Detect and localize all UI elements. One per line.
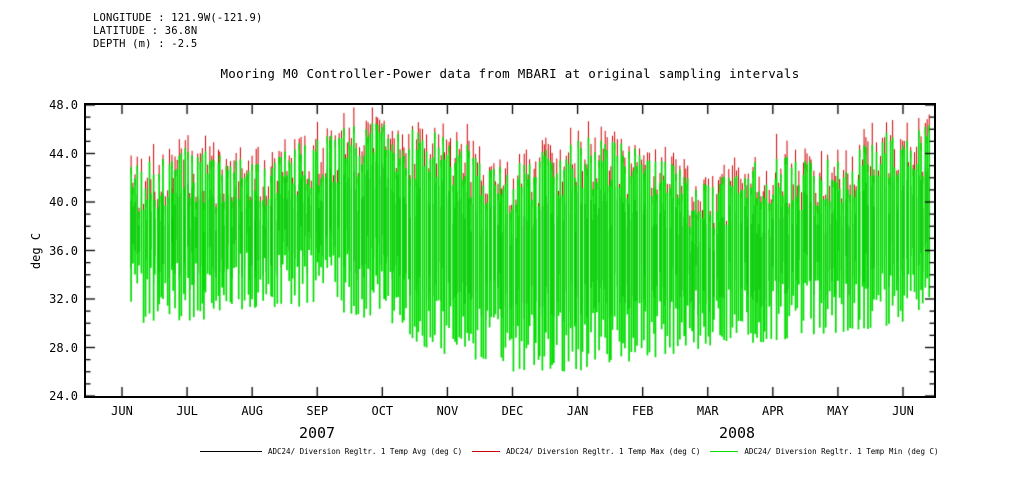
legend-line-avg — [200, 451, 262, 452]
year-label-2007: 2007 — [298, 424, 336, 442]
legend-line-max — [472, 451, 501, 452]
legend-label-min: ADC24/ Diversion Regltr. 1 Temp Min (deg… — [744, 447, 939, 456]
year-label-2008: 2008 — [718, 424, 756, 442]
legend-label-max: ADC24/ Diversion Regltr. 1 Temp Max (deg… — [506, 447, 701, 456]
x-tick-label: JUN — [892, 404, 914, 418]
x-tick-label: APR — [761, 404, 784, 418]
x-tick-label: MAY — [827, 404, 849, 418]
x-tick-label: JAN — [566, 404, 589, 418]
chart-canvas — [86, 105, 934, 396]
header-latitude: LATITUDE : 36.8N — [93, 25, 198, 37]
legend-entry-max: ADC24/ Diversion Regltr. 1 Temp Max (deg… — [472, 447, 700, 456]
y-tick-label: 40.0 — [49, 195, 78, 209]
x-tick-label: JUN — [111, 404, 133, 418]
y-tick-label: 24.0 — [49, 389, 78, 403]
x-tick-label: DEC — [501, 404, 524, 418]
y-tick-label: 44.0 — [49, 146, 78, 161]
x-tick-label: OCT — [371, 404, 394, 418]
legend-entry-avg: ADC24/ Diversion Regltr. 1 Temp Avg (deg… — [200, 447, 462, 456]
legend-label-avg: ADC24/ Diversion Regltr. 1 Temp Avg (deg… — [268, 447, 463, 456]
legend: ADC24/ Diversion Regltr. 1 Temp Avg (deg… — [200, 447, 939, 456]
x-tick-label: MAR — [696, 404, 719, 418]
x-tick-label: SEP — [306, 404, 329, 418]
chart-title: Mooring M0 Controller-Power data from MB… — [220, 66, 800, 81]
y-tick-label: 48.0 — [49, 98, 78, 112]
header-longitude: LONGITUDE : 121.9W(-121.9) — [93, 12, 263, 24]
x-tick-label: AUG — [241, 404, 263, 418]
x-tick-label: JUL — [176, 404, 198, 418]
x-tick-label: FEB — [631, 404, 654, 418]
y-tick-label: 28.0 — [49, 340, 78, 355]
x-tick-label: NOV — [436, 404, 459, 418]
header-depth: DEPTH (m) : -2.5 — [93, 38, 198, 50]
legend-line-min — [710, 451, 739, 452]
y-tick-label: 36.0 — [49, 243, 78, 258]
y-tick-label: 32.0 — [49, 292, 78, 306]
legend-entry-min: ADC24/ Diversion Regltr. 1 Temp Min (deg… — [710, 447, 939, 456]
